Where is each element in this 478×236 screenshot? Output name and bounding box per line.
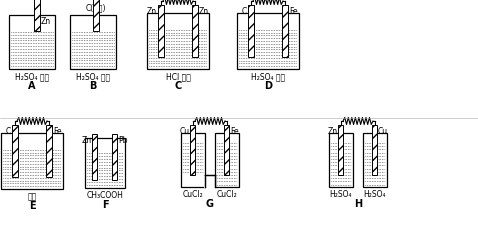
Bar — [372, 125, 378, 175]
Text: Cu: Cu — [378, 127, 388, 136]
Text: Zn: Zn — [199, 7, 209, 16]
Bar — [158, 5, 164, 57]
Bar — [34, 0, 40, 31]
Text: Fe: Fe — [53, 127, 62, 136]
Text: H₂SO₄ 溶液: H₂SO₄ 溶液 — [251, 72, 285, 81]
Bar — [282, 5, 288, 57]
Bar — [237, 13, 299, 69]
Text: CH₃COOH: CH₃COOH — [87, 191, 123, 200]
Text: Zn: Zn — [328, 127, 338, 136]
Text: Zn: Zn — [147, 7, 157, 16]
Text: Fe: Fe — [289, 7, 298, 16]
Text: G: G — [206, 199, 214, 209]
Text: CuCl₂: CuCl₂ — [217, 190, 238, 199]
Text: B: B — [89, 81, 97, 91]
Text: Pb: Pb — [118, 136, 128, 145]
Text: A: A — [28, 81, 36, 91]
Bar — [181, 133, 205, 187]
Text: D: D — [264, 81, 272, 91]
Bar — [12, 125, 18, 177]
Text: CuCl₂: CuCl₂ — [183, 190, 203, 199]
Text: C(石墨): C(石墨) — [86, 3, 106, 12]
Bar — [215, 133, 239, 187]
Text: Zn: Zn — [41, 17, 51, 26]
Text: 酒精: 酒精 — [27, 192, 37, 201]
Text: H₂SO₄ 溶液: H₂SO₄ 溶液 — [15, 72, 49, 81]
Bar — [338, 125, 344, 175]
Bar — [248, 5, 254, 57]
Text: C: C — [6, 127, 11, 136]
Text: Fe: Fe — [230, 127, 239, 136]
Bar — [1, 133, 63, 189]
Bar — [93, 134, 98, 180]
Text: C: C — [174, 81, 182, 91]
Text: Cu: Cu — [180, 127, 190, 136]
Bar — [112, 134, 118, 180]
Bar — [85, 138, 125, 188]
Bar — [46, 125, 52, 177]
Bar — [363, 133, 387, 187]
Text: E: E — [29, 201, 35, 211]
Bar — [147, 13, 209, 69]
Text: F: F — [102, 200, 109, 210]
Text: H₂SO₄ 溶液: H₂SO₄ 溶液 — [76, 72, 110, 81]
Bar — [192, 5, 198, 57]
Bar — [70, 15, 116, 69]
Bar — [225, 125, 229, 175]
Bar — [205, 176, 216, 187]
Text: H₂SO₄: H₂SO₄ — [364, 190, 386, 199]
Bar — [9, 15, 55, 69]
Bar — [329, 133, 353, 187]
Text: HCl 溶液: HCl 溶液 — [165, 72, 190, 81]
Bar — [191, 125, 196, 175]
Text: H₂SO₄: H₂SO₄ — [330, 190, 352, 199]
Text: C: C — [242, 7, 247, 16]
Text: Zn: Zn — [82, 136, 92, 145]
Bar — [93, 0, 99, 31]
Text: H: H — [354, 199, 362, 209]
